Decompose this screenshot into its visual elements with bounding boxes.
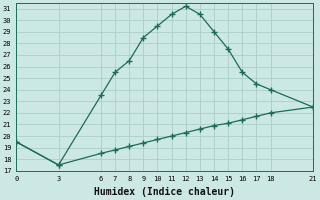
X-axis label: Humidex (Indice chaleur): Humidex (Indice chaleur)	[94, 187, 235, 197]
